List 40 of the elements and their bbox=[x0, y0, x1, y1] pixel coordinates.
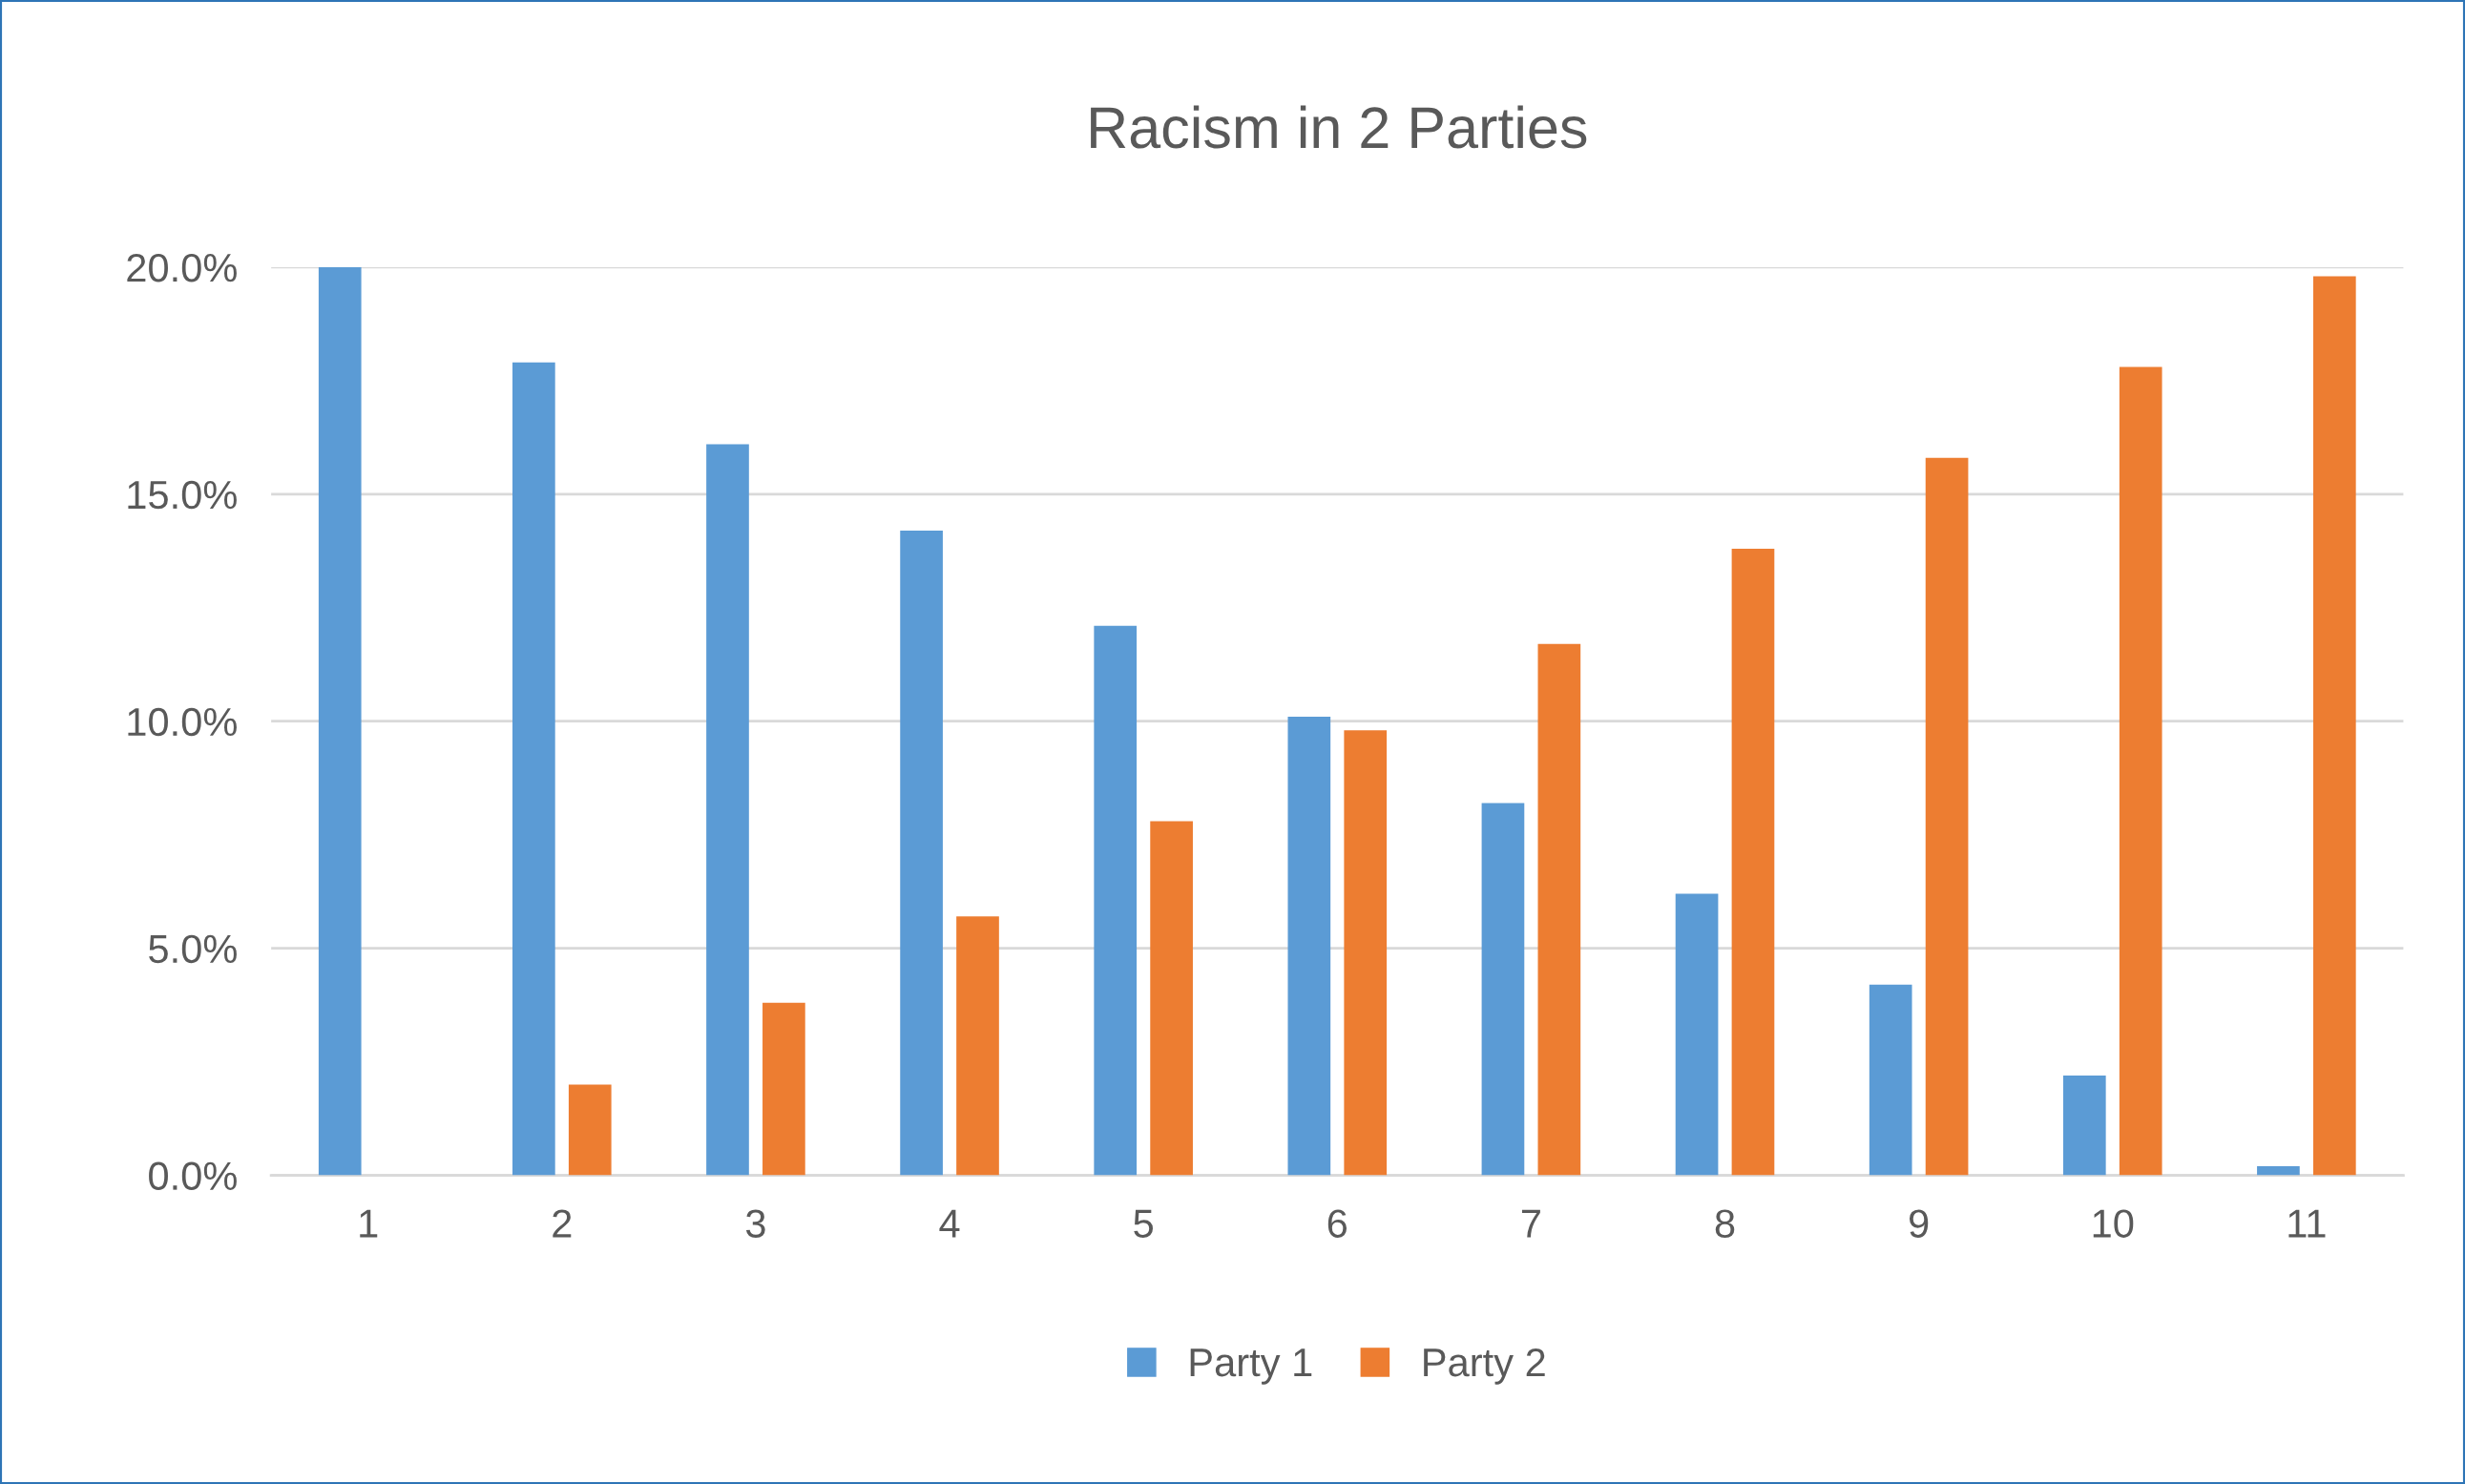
bar bbox=[1094, 625, 1138, 1176]
y-tick-label: 20.0% bbox=[127, 253, 237, 282]
bar bbox=[1344, 730, 1388, 1176]
bar bbox=[1869, 984, 1912, 1176]
legend-label: Party 1 bbox=[1190, 1348, 1312, 1385]
legend-label: Party 2 bbox=[1424, 1348, 1545, 1385]
x-tick-label: 5 bbox=[1134, 1209, 1153, 1238]
x-tick-label: 3 bbox=[745, 1209, 765, 1238]
x-tick-label: 11 bbox=[2288, 1209, 2326, 1238]
y-tick-label: 0.0% bbox=[149, 1161, 237, 1191]
bar bbox=[1925, 457, 1969, 1176]
bar bbox=[1537, 643, 1581, 1176]
bar bbox=[1731, 548, 1775, 1176]
bar bbox=[2312, 276, 2356, 1176]
bar bbox=[706, 444, 749, 1176]
bar bbox=[318, 266, 362, 1176]
x-tick-label: 7 bbox=[1521, 1209, 1540, 1238]
bar bbox=[1675, 893, 1719, 1176]
bar bbox=[2257, 1166, 2300, 1176]
chart-title: Racism in 2 Parties bbox=[1091, 105, 1587, 149]
bar bbox=[956, 916, 999, 1176]
bar bbox=[2062, 1075, 2106, 1176]
y-tick-label: 10.0% bbox=[128, 707, 237, 737]
x-tick-label: 9 bbox=[1910, 1209, 1929, 1238]
x-tick-label: 4 bbox=[939, 1209, 960, 1238]
bar bbox=[1150, 821, 1193, 1176]
y-tick-label: 5.0% bbox=[149, 934, 237, 964]
bar bbox=[568, 1084, 612, 1176]
bar bbox=[1481, 803, 1525, 1176]
x-tick-label: 10 bbox=[2093, 1209, 2134, 1238]
x-tick-label: 8 bbox=[1715, 1209, 1735, 1238]
bar bbox=[762, 1002, 805, 1176]
x-tick-label: 6 bbox=[1327, 1209, 1347, 1238]
x-tick-label: 1 bbox=[360, 1209, 378, 1238]
bar bbox=[900, 530, 943, 1176]
bar bbox=[2119, 366, 2162, 1176]
x-tick-label: 2 bbox=[553, 1209, 572, 1238]
y-tick-label: 15.0% bbox=[128, 480, 237, 510]
bar bbox=[512, 362, 555, 1176]
bar bbox=[1287, 716, 1331, 1176]
